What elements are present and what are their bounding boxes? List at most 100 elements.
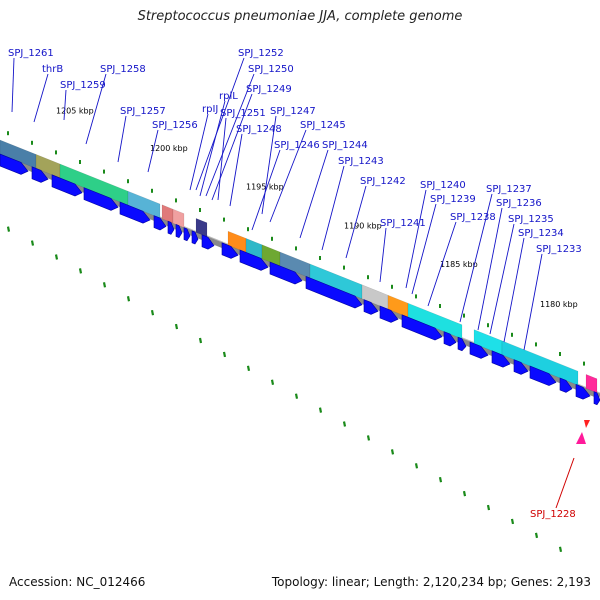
- lower-tick-24: [558, 546, 563, 553]
- leader-line-27: [503, 237, 525, 343]
- lower-tick-10: [222, 351, 227, 358]
- kbp-tick-label-4: 1190 kbp: [344, 222, 382, 231]
- gene-arrow-23: [513, 359, 529, 375]
- gene-label-8: SPJ_1250: [248, 64, 294, 75]
- lower-tick-13: [294, 393, 299, 399]
- lower-tick-18: [414, 463, 419, 469]
- gene-arrow-8: [175, 223, 183, 238]
- gene-arrow-14: [269, 261, 303, 285]
- leader-line-3: [63, 89, 67, 121]
- leader-line-19: [345, 185, 367, 259]
- lower-tick-2: [30, 240, 35, 246]
- accession-text: Accession: NC_012466: [9, 575, 146, 589]
- leader-line-8: [205, 73, 255, 197]
- lower-tick-7: [150, 309, 155, 316]
- leader-line-26: [489, 223, 515, 335]
- lower-tick-5: [102, 282, 107, 288]
- leader-line-12: [217, 117, 227, 201]
- gene-label-19: SPJ_1242: [360, 176, 406, 187]
- leader-line-2: [33, 73, 49, 123]
- leader-line-16: [251, 149, 281, 231]
- gene-label-25: SPJ_1236: [496, 198, 542, 209]
- gene-arrow-11: [201, 234, 215, 250]
- lower-tick-12: [270, 379, 275, 385]
- lower-tick-19: [438, 476, 443, 483]
- leader-line-21: [405, 189, 427, 289]
- kbp-tick-label-2: 1200 kbp: [150, 144, 188, 153]
- gene-label-26: SPJ_1235: [508, 214, 554, 225]
- gene-label-27: SPJ_1234: [518, 228, 564, 239]
- gene-arrow-22: [491, 350, 511, 368]
- leader-line-29: [555, 457, 575, 509]
- gene-label-17: SPJ_1244: [322, 140, 368, 151]
- lower-tick-3: [54, 254, 59, 260]
- gene-label-28: SPJ_1233: [536, 244, 582, 255]
- leader-line-4: [85, 73, 107, 145]
- gene-arrow-16: [363, 299, 379, 315]
- gene-label-23: SPJ_1238: [450, 212, 496, 223]
- gene-arrow-1: [0, 153, 29, 175]
- lower-tick-4: [78, 268, 83, 274]
- leader-line-7: [195, 57, 245, 191]
- leader-line-9: [211, 93, 253, 201]
- gene-arrow-26: [575, 383, 591, 400]
- gene-arrow-9: [183, 227, 191, 242]
- lower-tick-6: [126, 296, 131, 302]
- gene-arrow-6: [153, 215, 167, 231]
- gene-arrow-3: [51, 174, 83, 197]
- gene-arrow-25: [559, 377, 573, 393]
- leader-line-10: [199, 100, 226, 197]
- lower-tick-20: [462, 490, 467, 497]
- leader-line-1: [11, 57, 15, 113]
- gene-arrow-24: [529, 365, 557, 386]
- gene-arrow-27: [593, 391, 600, 406]
- gene-label-22: SPJ_1239: [430, 194, 476, 205]
- gene-arrow-5: [119, 201, 151, 224]
- lower-tick-16: [366, 435, 371, 441]
- gene-label-13: SPJ_1248: [236, 124, 282, 135]
- kbp-tick-label-1: 1205 kbp: [56, 106, 94, 115]
- gene-label-1: SPJ_1261: [8, 48, 54, 59]
- leader-line-23: [427, 221, 457, 307]
- leader-line-18: [321, 165, 345, 251]
- gene-label-15: SPJ_1245: [300, 120, 346, 131]
- gene-arrow-19: [443, 331, 457, 347]
- gene-label-11: rpIJ: [202, 104, 218, 115]
- gene-arrow-2: [31, 166, 49, 183]
- leader-line-15: [269, 129, 307, 223]
- gene-arrow-21: [469, 341, 489, 359]
- gene-arrow-7: [167, 220, 175, 235]
- genome-title: Streptococcus pneumoniae JJA, complete g…: [137, 9, 463, 24]
- leader-line-20: [379, 227, 387, 283]
- gene-arrow-10: [191, 230, 199, 245]
- leader-line-6: [147, 129, 159, 173]
- kbp-tick-label-5: 1185 kbp: [440, 260, 478, 269]
- kbp-tick-label-6: 1180 kbp: [540, 300, 578, 309]
- gene-label-5: SPJ_1257: [120, 106, 166, 117]
- gene-label-12: SPJ_1251: [220, 108, 266, 119]
- gene-arrow-12: [221, 242, 239, 259]
- leader-line-11: [189, 113, 209, 191]
- gene-label-3: SPJ_1259: [60, 80, 106, 91]
- leader-line-24: [459, 193, 493, 323]
- gene-arrow-4: [83, 187, 119, 211]
- gene-label-18: SPJ_1243: [338, 156, 384, 167]
- lower-tick-11: [246, 365, 251, 372]
- gene-label-2: thrB: [42, 64, 63, 75]
- gene-arrow-13: [239, 249, 269, 271]
- gene-label-7: SPJ_1252: [238, 48, 284, 59]
- lower-tick-1: [6, 226, 11, 232]
- gene-label-14: SPJ_1247: [270, 106, 316, 117]
- leader-line-14: [261, 115, 277, 215]
- lower-tick-9: [198, 337, 203, 344]
- gene-arrow-20: [457, 336, 467, 352]
- gene-label-9: SPJ_1249: [246, 84, 292, 95]
- leader-line-17: [299, 149, 329, 239]
- gene-label-6: SPJ_1256: [152, 120, 198, 131]
- gene-label-20: SPJ_1241: [380, 218, 426, 229]
- lower-tick-21: [486, 504, 491, 511]
- lower-tick-8: [174, 323, 179, 330]
- gene-label-24: SPJ_1237: [486, 184, 532, 195]
